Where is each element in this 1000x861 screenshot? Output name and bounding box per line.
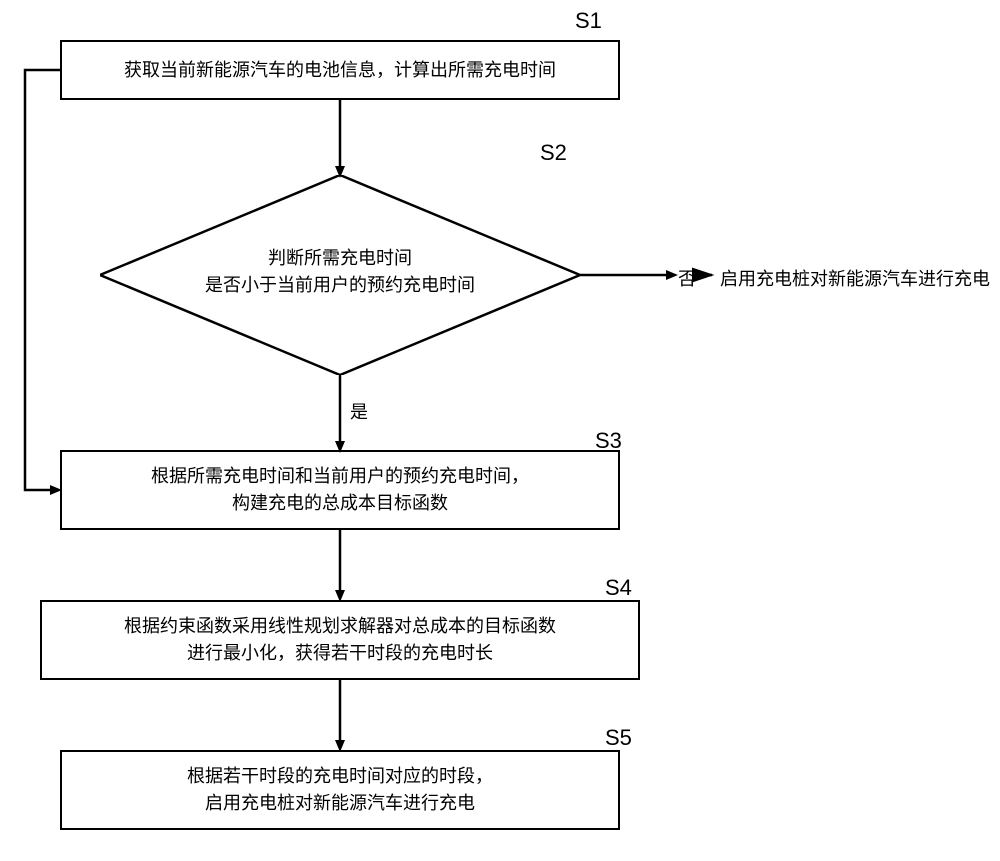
step-label-s1: S1 <box>575 8 602 34</box>
node-s3-line2: 构建充电的总成本目标函数 <box>232 493 448 513</box>
node-s4-line2: 进行最小化，获得若干时段的充电时长 <box>187 643 493 663</box>
no-action-text: 启用充电桩对新能源汽车进行充电 <box>720 265 990 291</box>
node-s5-line1: 根据若干时段的充电时间对应的时段， <box>187 766 493 786</box>
node-s2-decision: 判断所需充电时间 是否小于当前用户的预约充电时间 <box>100 175 580 375</box>
step-label-s4: S4 <box>605 575 632 601</box>
node-s4-text: 根据约束函数采用线性规划求解器对总成本的目标函数 进行最小化，获得若干时段的充电… <box>124 613 556 667</box>
arrow-s1-s2 <box>335 100 345 178</box>
node-s2-line1: 判断所需充电时间 <box>268 248 412 268</box>
arrow-s2-no <box>580 270 678 280</box>
node-s4-line1: 根据约束函数采用线性规划求解器对总成本的目标函数 <box>124 616 556 636</box>
arrow-s3-s4 <box>335 530 345 602</box>
arrow-s2-s3 <box>335 375 345 453</box>
arrow-no-action <box>694 270 720 280</box>
node-s5-text: 根据若干时段的充电时间对应的时段， 启用充电桩对新能源汽车进行充电 <box>187 763 493 817</box>
arrow-s4-s5 <box>335 680 345 752</box>
node-s4: 根据约束函数采用线性规划求解器对总成本的目标函数 进行最小化，获得若干时段的充电… <box>40 600 640 680</box>
node-s5: 根据若干时段的充电时间对应的时段， 启用充电桩对新能源汽车进行充电 <box>60 750 620 830</box>
node-s3: 根据所需充电时间和当前用户的预约充电时间， 构建充电的总成本目标函数 <box>60 450 620 530</box>
step-label-s5: S5 <box>605 725 632 751</box>
branch-yes-label: 是 <box>350 398 368 424</box>
feedback-path <box>20 65 65 495</box>
node-s2-line2: 是否小于当前用户的预约充电时间 <box>205 275 475 295</box>
node-s2-text: 判断所需充电时间 是否小于当前用户的预约充电时间 <box>100 245 580 299</box>
node-s1: 获取当前新能源汽车的电池信息，计算出所需充电时间 <box>60 40 620 100</box>
node-s1-text: 获取当前新能源汽车的电池信息，计算出所需充电时间 <box>124 57 556 84</box>
node-s3-text: 根据所需充电时间和当前用户的预约充电时间， 构建充电的总成本目标函数 <box>151 463 529 517</box>
node-s3-line1: 根据所需充电时间和当前用户的预约充电时间， <box>151 466 529 486</box>
node-s5-line2: 启用充电桩对新能源汽车进行充电 <box>205 793 475 813</box>
step-label-s2: S2 <box>540 140 567 166</box>
